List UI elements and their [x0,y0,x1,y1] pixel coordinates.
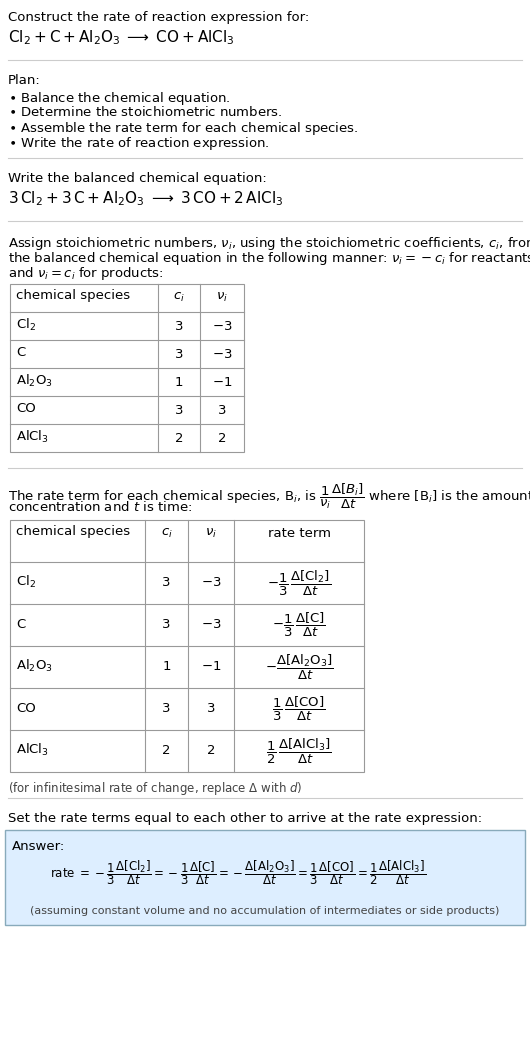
Text: 2: 2 [175,431,183,445]
Text: $\mathrm{3\,Cl_2 + 3\,C + Al_2O_3 \;\longrightarrow\; 3\,CO + 2\,AlCl_3}$: $\mathrm{3\,Cl_2 + 3\,C + Al_2O_3 \;\lon… [8,189,284,207]
Text: $\mathrm{Cl_2}$: $\mathrm{Cl_2}$ [16,317,36,333]
Text: C: C [16,347,25,359]
Text: CO: CO [16,402,36,416]
Text: 2: 2 [162,744,171,758]
Text: The rate term for each chemical species, B$_i$, is $\dfrac{1}{\nu_i}\dfrac{\Delt: The rate term for each chemical species,… [8,482,530,512]
Text: $-3$: $-3$ [212,347,232,361]
Text: 3: 3 [162,702,171,716]
Text: $\bullet$ Determine the stoichiometric numbers.: $\bullet$ Determine the stoichiometric n… [8,105,282,119]
Text: 3: 3 [175,403,183,417]
Text: $-\dfrac{1}{3}\,\dfrac{\Delta[\mathrm{Cl_2}]}{\Delta t}$: $-\dfrac{1}{3}\,\dfrac{\Delta[\mathrm{Cl… [267,568,331,598]
Text: $\mathrm{Cl_2}$: $\mathrm{Cl_2}$ [16,574,36,590]
Text: $\bullet$ Assemble the rate term for each chemical species.: $\bullet$ Assemble the rate term for eac… [8,120,358,137]
Text: $\mathrm{Cl_2 + C + Al_2O_3 \;\longrightarrow\; CO + AlCl_3}$: $\mathrm{Cl_2 + C + Al_2O_3 \;\longright… [8,28,235,47]
Text: $-1$: $-1$ [212,375,232,389]
Text: (assuming constant volume and no accumulation of intermediates or side products): (assuming constant volume and no accumul… [30,905,500,916]
Text: $\nu_i$: $\nu_i$ [216,291,228,304]
Text: CO: CO [16,701,36,715]
Text: C: C [16,618,25,630]
Text: 3: 3 [207,702,215,716]
Text: $-3$: $-3$ [212,320,232,332]
FancyBboxPatch shape [5,830,525,925]
Text: 3: 3 [175,347,183,361]
Text: (for infinitesimal rate of change, replace $\Delta$ with $d$): (for infinitesimal rate of change, repla… [8,780,303,797]
Text: chemical species: chemical species [16,289,130,302]
Text: Set the rate terms equal to each other to arrive at the rate expression:: Set the rate terms equal to each other t… [8,812,482,825]
Text: $\mathrm{AlCl_3}$: $\mathrm{AlCl_3}$ [16,429,49,445]
Text: $-\dfrac{1}{3}\,\dfrac{\Delta[\mathrm{C}]}{\Delta t}$: $-\dfrac{1}{3}\,\dfrac{\Delta[\mathrm{C}… [272,611,326,639]
Text: $c_i$: $c_i$ [161,527,172,540]
Text: rate $= -\dfrac{1}{3}\dfrac{\Delta[\mathrm{Cl_2}]}{\Delta t} = -\dfrac{1}{3}\dfr: rate $= -\dfrac{1}{3}\dfrac{\Delta[\math… [50,858,426,887]
Text: 2: 2 [218,431,226,445]
Bar [10,520,364,772]
Text: 3: 3 [162,619,171,631]
Text: 3: 3 [218,403,226,417]
Text: the balanced chemical equation in the following manner: $\nu_i = -c_i$ for react: the balanced chemical equation in the fo… [8,250,530,267]
Text: $\dfrac{1}{3}\,\dfrac{\Delta[\mathrm{CO}]}{\Delta t}$: $\dfrac{1}{3}\,\dfrac{\Delta[\mathrm{CO}… [272,695,325,723]
Text: $\mathrm{AlCl_3}$: $\mathrm{AlCl_3}$ [16,742,49,758]
Text: $\mathrm{Al_2O_3}$: $\mathrm{Al_2O_3}$ [16,658,53,674]
Text: Plan:: Plan: [8,74,41,86]
Text: Write the balanced chemical equation:: Write the balanced chemical equation: [8,172,267,185]
Text: $-1$: $-1$ [201,661,221,673]
Text: $c_i$: $c_i$ [173,291,185,304]
Text: Construct the rate of reaction expression for:: Construct the rate of reaction expressio… [8,11,309,24]
Text: Assign stoichiometric numbers, $\nu_i$, using the stoichiometric coefficients, $: Assign stoichiometric numbers, $\nu_i$, … [8,235,530,252]
Text: 1: 1 [175,375,183,389]
Text: $-\dfrac{\Delta[\mathrm{Al_2O_3}]}{\Delta t}$: $-\dfrac{\Delta[\mathrm{Al_2O_3}]}{\Delt… [265,652,333,681]
Text: $\dfrac{1}{2}\,\dfrac{\Delta[\mathrm{AlCl_3}]}{\Delta t}$: $\dfrac{1}{2}\,\dfrac{\Delta[\mathrm{AlC… [266,737,332,766]
Text: $\bullet$ Write the rate of reaction expression.: $\bullet$ Write the rate of reaction exp… [8,135,270,152]
Text: $\bullet$ Balance the chemical equation.: $\bullet$ Balance the chemical equation. [8,90,231,107]
Text: 3: 3 [175,320,183,332]
Text: Answer:: Answer: [12,840,65,853]
Text: rate term: rate term [268,527,331,540]
Text: 2: 2 [207,744,215,758]
Bar [10,284,244,452]
Text: chemical species: chemical species [16,525,130,538]
Text: $-3$: $-3$ [201,576,221,590]
Text: 3: 3 [162,576,171,590]
Text: concentration and $t$ is time:: concentration and $t$ is time: [8,500,192,514]
Text: and $\nu_i = c_i$ for products:: and $\nu_i = c_i$ for products: [8,265,164,282]
Text: 1: 1 [162,661,171,673]
Text: $\nu_i$: $\nu_i$ [205,527,217,540]
Text: $-3$: $-3$ [201,619,221,631]
Text: $\mathrm{Al_2O_3}$: $\mathrm{Al_2O_3}$ [16,373,53,389]
